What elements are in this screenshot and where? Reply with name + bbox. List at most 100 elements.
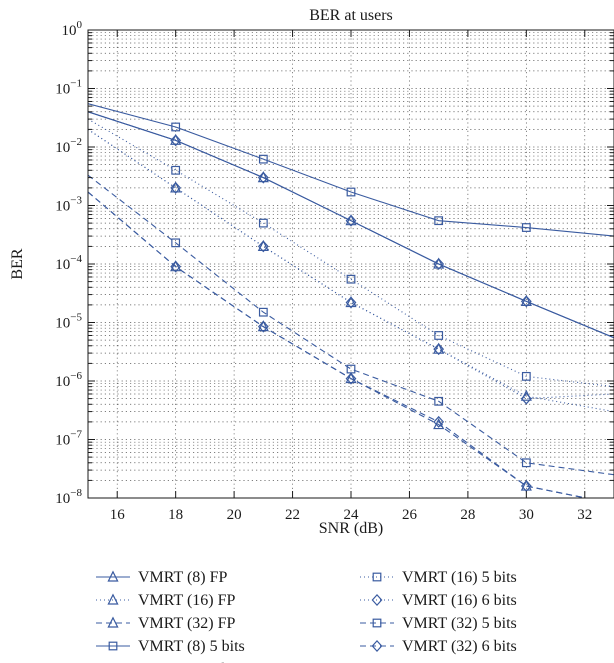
y-tick-base: 10: [55, 316, 70, 332]
series-line: [88, 174, 614, 476]
legend-item: VMRT (16) FP: [96, 592, 236, 609]
legend-label: VMRT (8) FP: [138, 569, 228, 586]
legend-label: VMRT (16) 5 bits: [402, 569, 517, 586]
data-point: [433, 258, 445, 270]
legend: VMRT (8) FP VMRT (16) FP VMRT (32) FP VMRT …: [96, 569, 517, 663]
y-tick-base: 10: [55, 433, 70, 449]
data-point: [170, 181, 182, 194]
data-point: [520, 295, 532, 308]
data-point: [257, 240, 269, 253]
data-point: [520, 479, 532, 491]
data-point: [258, 218, 268, 228]
data-point: [521, 223, 531, 232]
y-tick-base: 10: [55, 374, 70, 390]
y-tick-label: 10−2: [55, 136, 82, 156]
series-line: [88, 103, 614, 237]
data-point: [171, 122, 181, 132]
x-tick-label: 28: [460, 507, 475, 523]
x-tick-label: 16: [110, 507, 126, 523]
data-point: [258, 154, 268, 164]
y-tick-label: 10−5: [55, 312, 82, 332]
data-point: [345, 372, 357, 384]
series-line: [88, 111, 614, 339]
series-line: [88, 191, 589, 498]
data-point: [434, 396, 444, 406]
data-point: [434, 216, 444, 226]
series-5: [88, 118, 614, 388]
legend-item: VMRT (8) FP: [96, 569, 228, 586]
x-tick-label: 26: [402, 507, 418, 523]
legend-marker: [372, 618, 382, 628]
legend-marker: [371, 594, 383, 606]
legend-label: VMRT (16) 6 bits: [402, 592, 517, 609]
x-tick-label: 20: [227, 507, 242, 523]
data-point: [433, 415, 445, 428]
series-6: [88, 128, 614, 405]
data-point: [345, 296, 357, 309]
legend-item: VMRT (16) 6 bits: [360, 592, 517, 609]
data-point: [520, 392, 532, 405]
x-tick-label: 30: [519, 507, 534, 523]
y-tick-label: 10−7: [55, 429, 82, 449]
y-tick-base: 10: [55, 82, 70, 98]
y-tick-exponent: −3: [70, 195, 82, 207]
y-tick-label: 100: [62, 19, 83, 39]
legend-marker: [371, 640, 383, 652]
data-point: [346, 274, 356, 284]
data-point: [345, 214, 357, 227]
series-layer: [88, 103, 614, 498]
legend-marker: [107, 570, 119, 582]
y-tick-label: 10−6: [55, 370, 82, 390]
series-4: [88, 111, 614, 339]
ticks: 16 18 20 22 24 26 28 30 3210010−110−210−310−410−…: [55, 19, 614, 523]
grid: [88, 30, 614, 498]
data-point: [433, 343, 445, 356]
data-point: [521, 371, 531, 381]
data-point: [170, 260, 182, 272]
data-point: [170, 134, 182, 147]
x-tick-label: 24: [344, 507, 360, 523]
data-point: [257, 320, 269, 333]
x-tick-label: 32: [577, 507, 592, 523]
legend-label: VMRT (16) FP: [138, 592, 236, 609]
y-tick-exponent: −8: [70, 487, 82, 499]
y-tick-exponent: −1: [70, 78, 82, 90]
series-2: [88, 191, 589, 498]
data-point: [346, 187, 356, 197]
data-point: [170, 181, 182, 193]
data-point: [433, 342, 445, 354]
data-point: [170, 260, 182, 273]
y-tick-exponent: −6: [70, 370, 82, 382]
data-point: [257, 239, 269, 251]
series-3: [88, 103, 614, 237]
legend-label: VMRT (32) FP: [138, 615, 236, 632]
chart-title: BER at users: [309, 7, 393, 24]
y-tick-label: 10−3: [55, 195, 82, 215]
y-tick-label: 10−4: [55, 253, 82, 273]
legend-item: VMRT (32) 6 bits: [360, 638, 517, 655]
x-tick-label: 18: [168, 507, 183, 523]
series-line: [88, 191, 589, 498]
legend-item: VMRT (32) 5 bits: [360, 615, 517, 632]
data-point: [258, 307, 268, 317]
legend-item: VMRT (16) 5 bits: [360, 569, 517, 586]
data-point: [257, 171, 269, 184]
y-tick-exponent: −7: [70, 429, 82, 441]
data-point: [257, 320, 269, 332]
y-tick-base: 10: [55, 491, 70, 507]
series-line: [88, 118, 614, 388]
series-8: [88, 191, 589, 498]
x-axis-label: SNR (dB): [319, 520, 383, 537]
legend-item: VMRT (32) FP: [96, 615, 236, 632]
legend-label: VMRT (8) 5 bits: [138, 638, 245, 655]
y-tick-label: 10−1: [55, 78, 82, 98]
data-point: [345, 372, 357, 385]
legend-marker: [107, 616, 119, 628]
y-tick-base: 10: [55, 140, 70, 156]
data-point: [434, 331, 444, 340]
data-point: [521, 458, 531, 468]
y-tick-base: 10: [55, 257, 70, 273]
legend-item: VMRT (8) 5 bits: [96, 638, 245, 655]
y-tick-base: 10: [62, 23, 77, 39]
